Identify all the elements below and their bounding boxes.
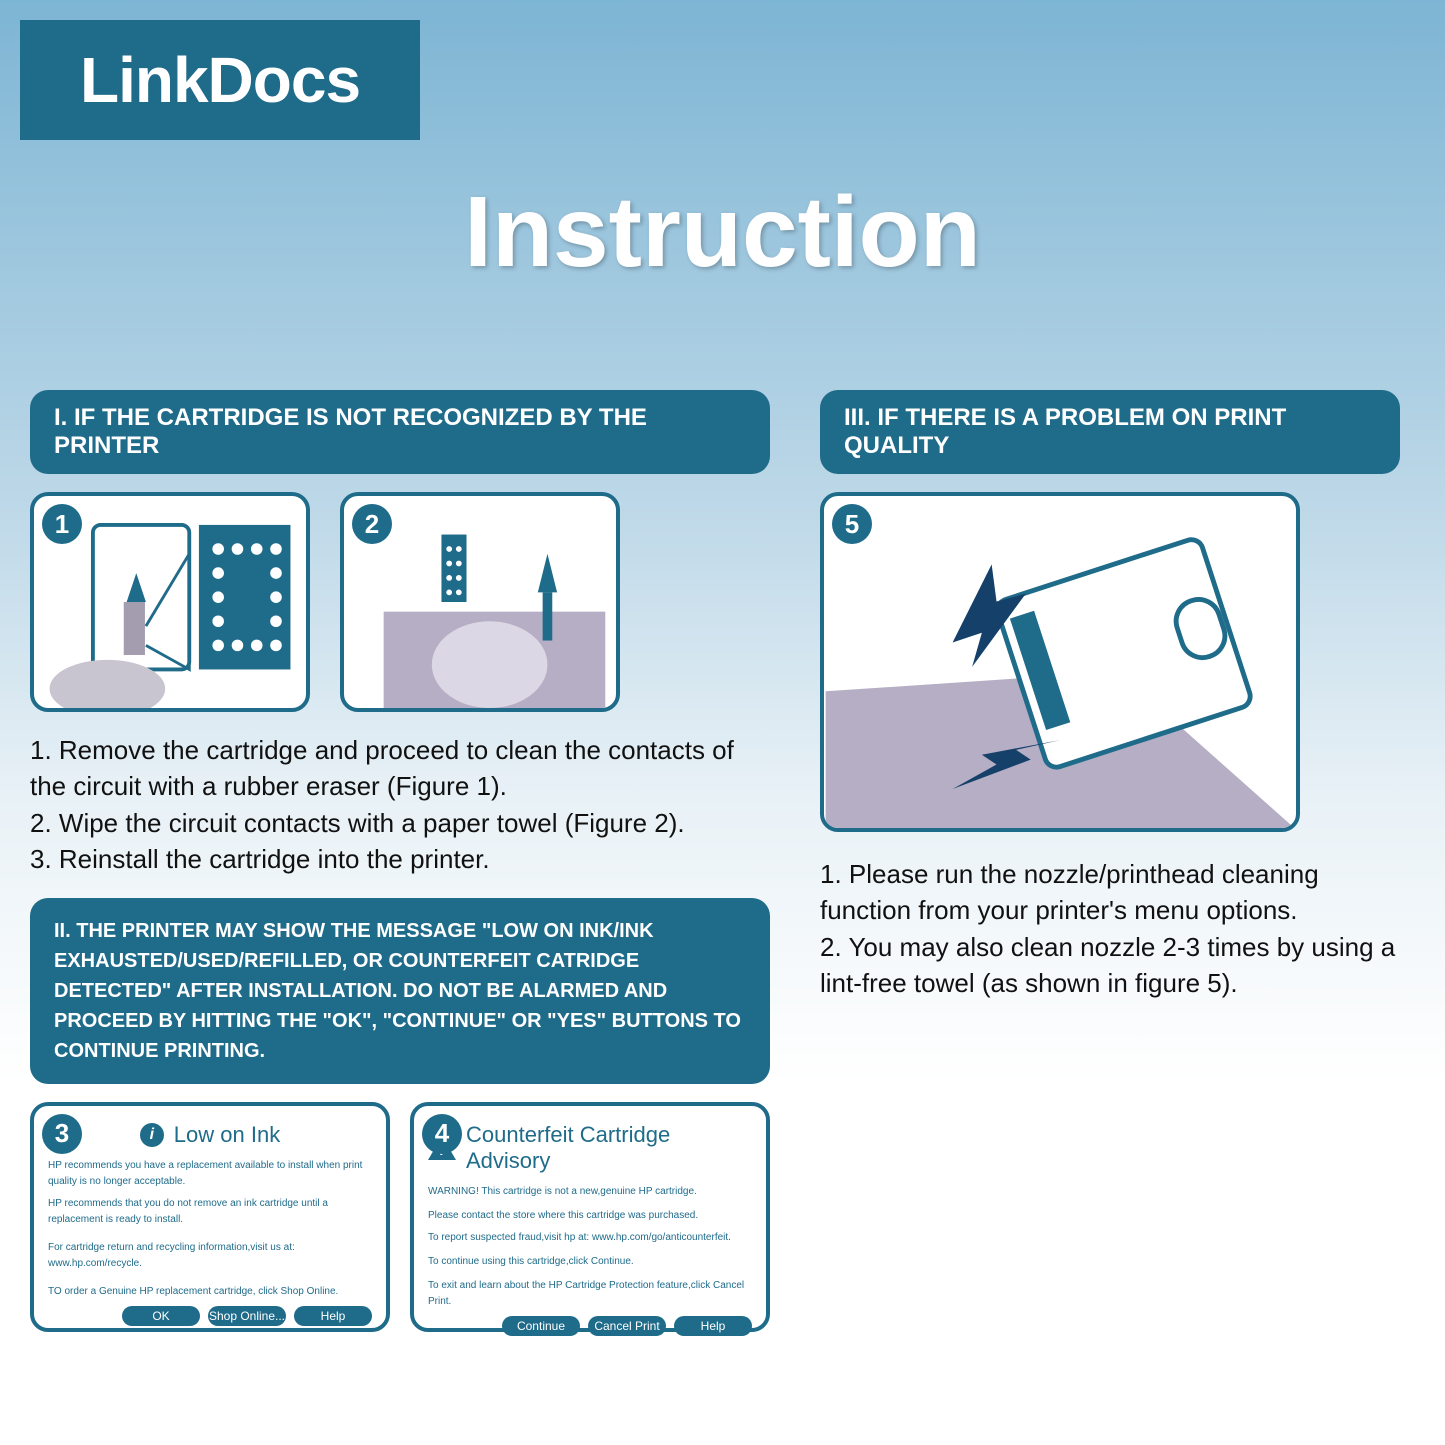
figure-5-illustration xyxy=(824,496,1296,828)
dialog-title: Counterfeit Cartridge Advisory xyxy=(466,1122,752,1174)
shop-online-button[interactable]: Shop Online... xyxy=(208,1306,286,1326)
dialog-line: Please contact the store where this cart… xyxy=(428,1208,752,1224)
dialog-title-row: Counterfeit Cartridge Advisory xyxy=(428,1122,752,1174)
left-column: I. IF THE CARTRIDGE IS NOT RECOGNIZED BY… xyxy=(30,390,770,1332)
info-icon: i xyxy=(140,1123,164,1147)
continue-button[interactable]: Continue xyxy=(502,1316,580,1336)
dialog-line: TO order a Genuine HP replacement cartri… xyxy=(48,1284,372,1300)
figure-badge: 3 xyxy=(42,1114,82,1154)
logo-box: LinkDocs xyxy=(20,20,420,140)
section2-dialogs: 3 i Low on Ink HP recommends you have a … xyxy=(30,1102,770,1332)
section2-header: II. THE PRINTER MAY SHOW THE MESSAGE "LO… xyxy=(30,898,770,1084)
figure-badge: 4 xyxy=(422,1114,462,1154)
dialog-line: To continue using this cartridge,click C… xyxy=(428,1254,752,1270)
dialog-line: HP recommends that you do not remove an … xyxy=(48,1196,372,1228)
dialog-line: WARNING! This cartridge is not a new,gen… xyxy=(428,1184,752,1200)
dialog-counterfeit: 4 Counterfeit Cartridge Advisory WARNING… xyxy=(410,1102,770,1332)
dialog-line: HP recommends you have a replacement ava… xyxy=(48,1158,372,1190)
section1-figures: 1 xyxy=(30,492,770,712)
figure-badge: 2 xyxy=(352,504,392,544)
section1-header: I. IF THE CARTRIDGE IS NOT RECOGNIZED BY… xyxy=(30,390,770,474)
dialog-body: WARNING! This cartridge is not a new,gen… xyxy=(428,1184,752,1316)
dialog-low-ink: 3 i Low on Ink HP recommends you have a … xyxy=(30,1102,390,1332)
section3-header: III. IF THERE IS A PROBLEM ON PRINT QUAL… xyxy=(820,390,1400,474)
dialog-body: HP recommends you have a replacement ava… xyxy=(48,1158,372,1306)
dialog-buttons: Continue Cancel Print Help xyxy=(428,1316,752,1336)
help-button[interactable]: Help xyxy=(674,1316,752,1336)
logo-text: LinkDocs xyxy=(80,43,360,117)
page-title: Instruction xyxy=(0,175,1445,290)
section1-steps: 1. Remove the cartridge and proceed to c… xyxy=(30,732,770,878)
dialog-line: For cartridge return and recycling infor… xyxy=(48,1240,372,1272)
help-button[interactable]: Help xyxy=(294,1306,372,1326)
figure-badge: 5 xyxy=(832,504,872,544)
figure-5: 5 xyxy=(820,492,1300,832)
figure-2: 2 xyxy=(340,492,620,712)
dialog-line: To exit and learn about the HP Cartridge… xyxy=(428,1278,752,1310)
dialog-title: Low on Ink xyxy=(174,1122,280,1148)
dialog-title-row: i Low on Ink xyxy=(48,1122,372,1148)
cancel-print-button[interactable]: Cancel Print xyxy=(588,1316,666,1336)
section3-steps: 1. Please run the nozzle/printhead clean… xyxy=(820,856,1400,1002)
dialog-buttons: OK Shop Online... Help xyxy=(48,1306,372,1326)
figure-1: 1 xyxy=(30,492,310,712)
ok-button[interactable]: OK xyxy=(122,1306,200,1326)
figure-badge: 1 xyxy=(42,504,82,544)
dialog-line: To report suspected fraud,visit hp at: w… xyxy=(428,1230,752,1246)
right-column: III. IF THERE IS A PROBLEM ON PRINT QUAL… xyxy=(820,390,1400,1022)
